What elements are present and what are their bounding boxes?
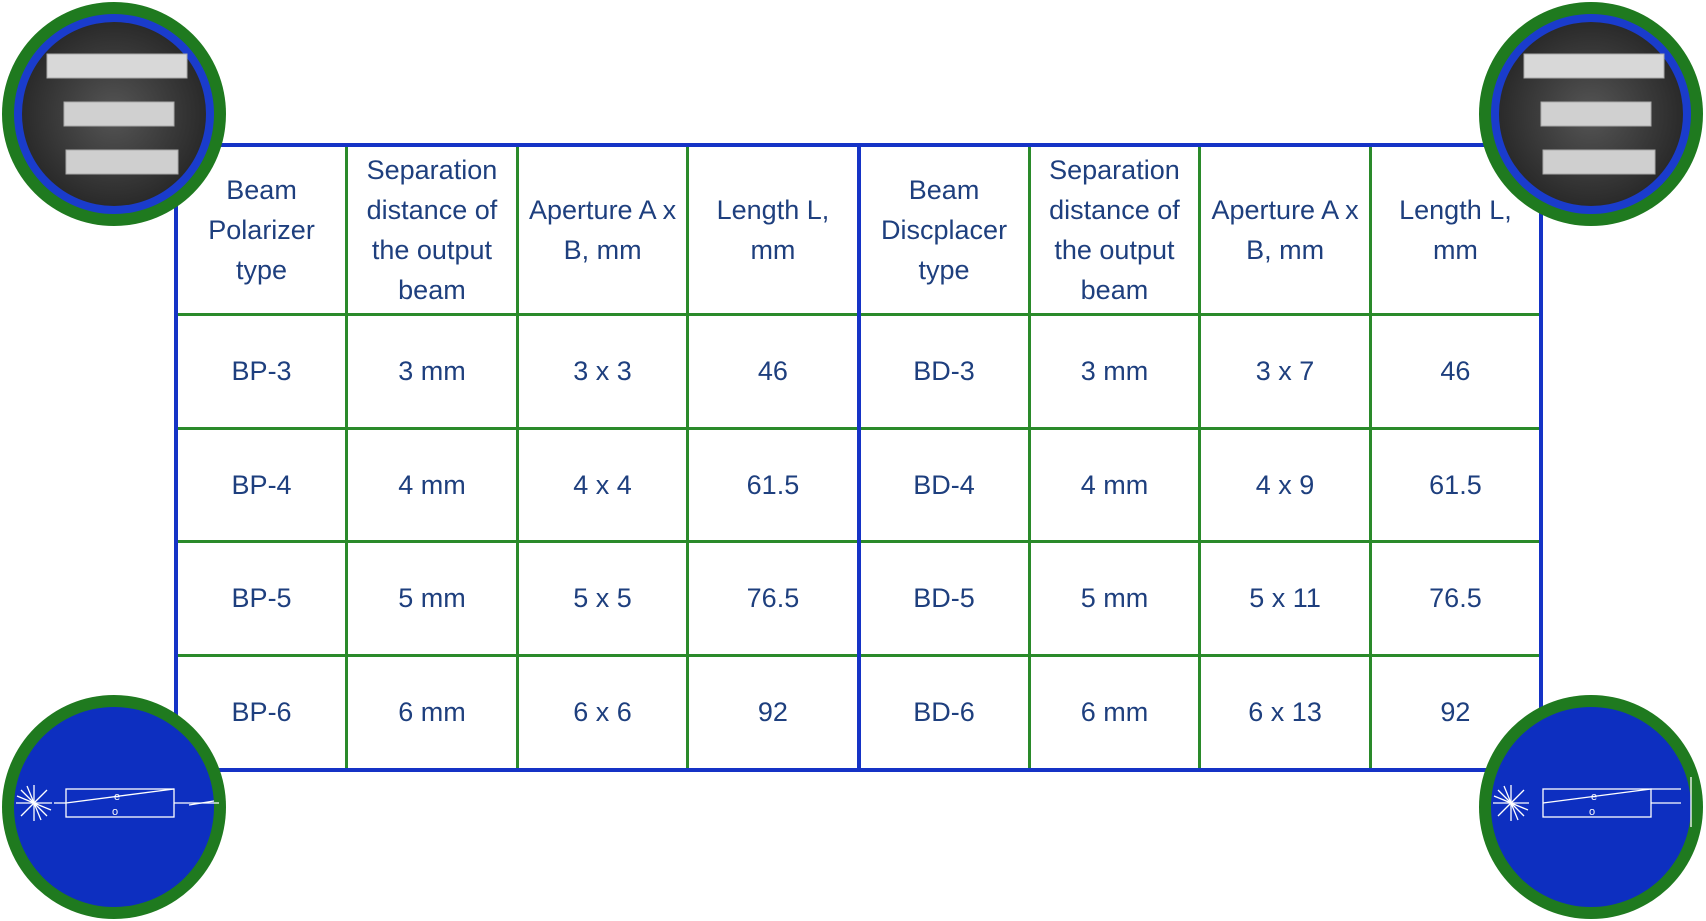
cell: BP-5 xyxy=(174,540,349,657)
header-cell: Length L, mm xyxy=(1368,143,1543,316)
cell: 46 xyxy=(686,313,861,430)
cell: 4 mm xyxy=(345,426,519,544)
header-row: Beam Polarizer type Separation distance o… xyxy=(174,143,1543,316)
diagram-label: o xyxy=(1589,806,1595,818)
cell: 5 mm xyxy=(345,540,519,657)
cell: 6 x 6 xyxy=(515,653,690,772)
cell: 5 mm xyxy=(1027,540,1202,657)
header-cell: Length L, mm xyxy=(686,143,861,316)
cell: BD-3 xyxy=(857,313,1031,430)
cell: 6 x 13 xyxy=(1198,653,1372,772)
cell: BD-6 xyxy=(857,653,1031,772)
cell: BD-5 xyxy=(857,540,1031,657)
cell: 4 mm xyxy=(1027,426,1202,544)
cell: 76.5 xyxy=(1368,540,1543,657)
cell: 61.5 xyxy=(686,426,861,544)
cell: 4 x 4 xyxy=(515,426,690,544)
data-row: BP-4 4 mm 4 x 4 61.5 BD-4 4 mm 4 x 9 61.5 xyxy=(174,426,1543,544)
cell: 5 x 11 xyxy=(1198,540,1372,657)
header-cell: Beam Discplacer type xyxy=(857,143,1031,316)
data-row: BP-3 3 mm 3 x 3 46 BD-3 3 mm 3 x 7 46 xyxy=(174,313,1543,430)
cell: 92 xyxy=(1368,653,1543,772)
cell: 46 xyxy=(1368,313,1543,430)
cell: BP-4 xyxy=(174,426,349,544)
header-cell: Separation distance of the output beam xyxy=(1027,143,1202,316)
cell: 6 mm xyxy=(345,653,519,772)
header-cell: Beam Polarizer type xyxy=(174,143,349,316)
cell: 6 mm xyxy=(1027,653,1202,772)
cell: BP-3 xyxy=(174,313,349,430)
cell: 3 mm xyxy=(345,313,519,430)
spec-table: Beam Polarizer type Separation distance o… xyxy=(174,143,1543,772)
cell: 3 x 7 xyxy=(1198,313,1372,430)
cell: BP-6 xyxy=(174,653,349,772)
cell: 5 x 5 xyxy=(515,540,690,657)
header-cell: Aperture A x B, mm xyxy=(515,143,690,316)
cell: 3 mm xyxy=(1027,313,1202,430)
cell: 4 x 9 xyxy=(1198,426,1372,544)
diagram-label: o xyxy=(112,806,118,818)
cell: 76.5 xyxy=(686,540,861,657)
header-cell: Aperture A x B, mm xyxy=(1198,143,1372,316)
cell: BD-4 xyxy=(857,426,1031,544)
cell: 3 x 3 xyxy=(515,313,690,430)
data-row: BP-5 5 mm 5 x 5 76.5 BD-5 5 mm 5 x 11 76.5 xyxy=(174,540,1543,657)
cell: 61.5 xyxy=(1368,426,1543,544)
cell: 92 xyxy=(686,653,861,772)
diagram-label: e xyxy=(1591,791,1597,803)
header-cell: Separation distance of the output beam xyxy=(345,143,519,316)
diagram-label: e xyxy=(114,791,120,803)
data-row: BP-6 6 mm 6 x 6 92 BD-6 6 mm 6 x 13 92 xyxy=(174,653,1543,772)
